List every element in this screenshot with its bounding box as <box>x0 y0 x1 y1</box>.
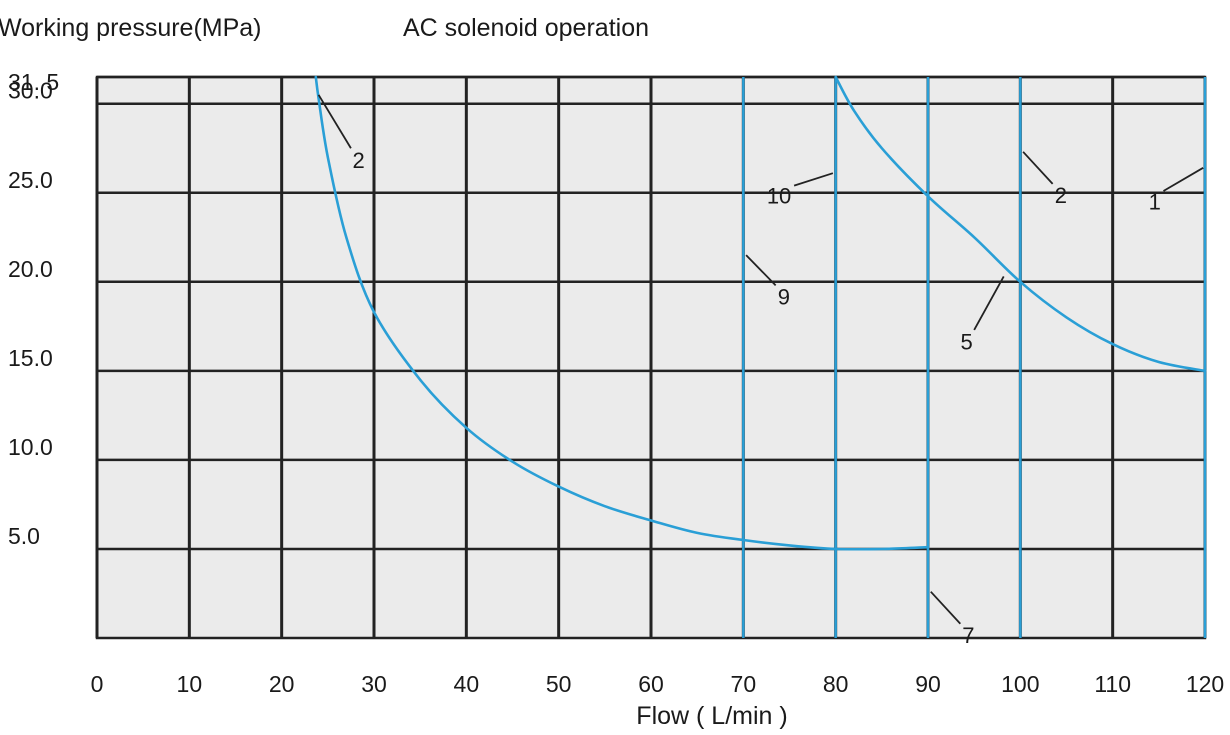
y-tick-label-5: 10.0 <box>8 434 53 460</box>
y-tick-labels: 31. 530.0 25.0 20.0 15.0 10.0 5.0 <box>8 69 59 549</box>
y-tick-label-1: 30.0 <box>8 78 53 104</box>
x-tick-label-0: 0 <box>91 671 104 697</box>
y-tick-label-6: 5.0 <box>8 523 40 549</box>
leader-line-6 <box>930 591 961 625</box>
x-tick-label-10: 100 <box>1001 671 1039 697</box>
annotation-label-0: 2 <box>353 148 365 173</box>
x-tick-labels: 0 10 20 30 40 50 60 70 80 90 100 110 120 <box>91 671 1225 697</box>
x-axis-title: Flow ( L/min ) <box>636 702 787 730</box>
leader-line-0 <box>317 94 352 149</box>
series-curve-5 <box>834 75 1207 373</box>
annotation-label-6: 7 <box>962 623 974 648</box>
x-tick-label-12: 120 <box>1186 671 1224 697</box>
y-tick-label-3: 20.0 <box>8 256 53 282</box>
leader-line-2 <box>1022 151 1054 185</box>
x-tick-label-11: 110 <box>1094 671 1131 697</box>
x-tick-label-6: 60 <box>638 671 664 697</box>
x-tick-label-8: 80 <box>823 671 849 697</box>
annotation-label-1: 10 <box>767 184 791 209</box>
x-tick-label-4: 40 <box>454 671 480 697</box>
curves <box>314 75 1207 551</box>
y-tick-label-2: 25.0 <box>8 167 53 193</box>
y-tick-label-4: 15.0 <box>8 345 53 371</box>
x-tick-label-5: 50 <box>546 671 572 697</box>
annotation-label-5: 5 <box>960 330 972 355</box>
series-curve-2 <box>314 75 930 551</box>
x-tick-label-3: 30 <box>361 671 387 697</box>
y-axis-title: Working pressure(MPa) <box>0 14 262 42</box>
annotation-label-2: 2 <box>1055 183 1067 208</box>
leader-line-3 <box>1162 167 1204 192</box>
vertical-lines <box>742 77 1207 638</box>
x-tick-label-1: 10 <box>177 671 203 697</box>
annotation-leaders <box>317 94 1204 625</box>
leader-line-1 <box>793 172 834 187</box>
x-tick-label-9: 90 <box>915 671 941 697</box>
leader-line-4 <box>745 254 777 287</box>
x-tick-label-7: 70 <box>731 671 757 697</box>
annotation-label-4: 9 <box>778 285 790 310</box>
chart-title: AC solenoid operation <box>403 14 649 42</box>
x-tick-label-2: 20 <box>269 671 295 697</box>
annotation-labels: 2 10 2 1 9 5 7 <box>353 148 1161 648</box>
leader-line-5 <box>973 276 1005 331</box>
y-tick-label-0: 31. 5 <box>8 69 59 95</box>
annotation-label-3: 1 <box>1149 190 1161 215</box>
